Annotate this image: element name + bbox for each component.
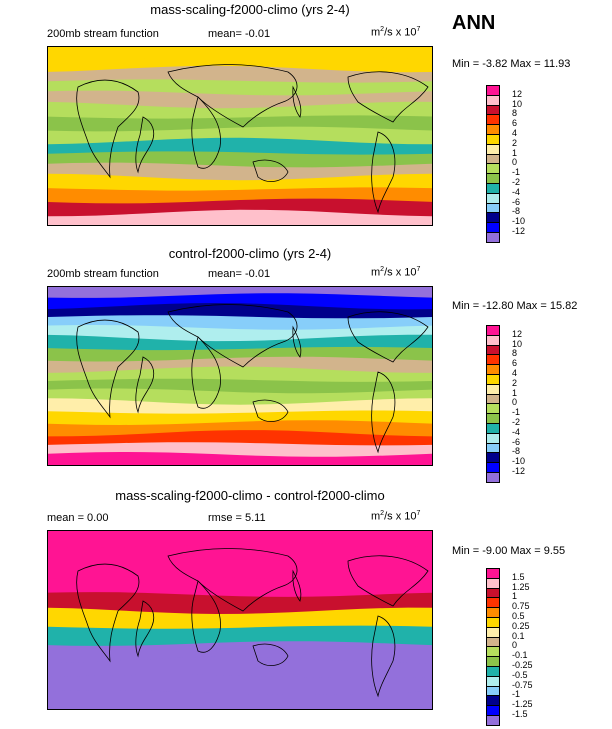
coastline [347,311,429,363]
panel-1-variable-label: 200mb stream function [47,28,159,40]
coastline [292,85,302,118]
season-label: ANN [452,12,496,34]
panel-2-field [48,287,432,465]
colorbar-label: -4 [512,186,521,197]
coastline [252,159,289,182]
colorbar-label: 10 [512,338,523,349]
panel-1-mean-label: mean= -0.01 [208,28,271,40]
colorbar-label: 6 [512,118,518,129]
coastline [371,615,396,698]
coastline [135,116,155,174]
colorbar-label: -2 [512,417,521,427]
colorbar-label: 6 [512,358,518,369]
panel-3-minmax: Min = -9.00 Max = 9.55 [452,545,566,557]
coastline [371,131,396,214]
coastline [191,580,221,653]
colorbar-label: 8 [512,108,518,119]
colorbar-label: 1 [512,591,518,602]
panel-1-units: m2/s x 107 [371,26,421,39]
coastline [76,319,140,419]
panel-1-minmax: Min = -3.82 Max = 11.93 [452,58,571,70]
panel-3-rmse-label: rmse = 5.11 [208,512,266,524]
colorbar-label: 0.75 [512,601,530,612]
colorbar-label: -0.5 [512,669,528,680]
colorbar-label: 4 [512,368,518,378]
colorbar-segment [486,232,500,243]
colorbar-label: -0.25 [512,660,533,670]
panel-2-contour-band [48,452,432,465]
colorbar-label: 1.25 [512,581,530,592]
colorbar-label: -0.75 [512,679,533,690]
colorbar-segment [486,472,500,483]
colorbar-label: -6 [512,436,521,447]
coastline [292,325,302,358]
colorbar-label: -8 [512,206,521,217]
colorbar-label: -1.5 [512,709,528,719]
colorbar-label: 1 [512,387,518,398]
panel-2-mean-label: mean= -0.01 [208,268,271,280]
colorbar-label: -0.1 [512,650,528,661]
colorbar-label: 2 [512,137,518,148]
panel-3-colorbar: 1.5 1.25 1 0.75 0.5 0.25 0.1 0 -0.1 -0.25 -0.5 -0.7… [486,568,533,726]
colorbar-label: 10 [512,98,523,109]
colorbar-label: 2 [512,377,518,388]
panel-3-map [47,530,433,710]
panel-1-map [47,46,433,226]
colorbar-label: -8 [512,446,521,457]
colorbar-label: 1 [512,147,518,158]
coastline [292,569,302,602]
colorbar-label: -12 [512,226,526,236]
panel-2-minmax: Min = -12.80 Max = 15.82 [452,300,578,312]
colorbar-label: -4 [512,426,521,437]
colorbar-label: -12 [512,466,526,476]
panel-2-title: control-f2000-climo (yrs 2-4) [168,246,332,261]
colorbar-label: -2 [512,177,521,187]
panel-1-colorbar: 12 10 8 6 4 2 1 0 -1 -2 -4 -6 -8 -10 -12 [486,85,525,243]
coastline [191,96,221,169]
coastline [371,371,396,454]
colorbar-label: 0.25 [512,620,530,631]
colorbar-label: -1 [512,689,521,700]
coastline [135,600,155,658]
colorbar-label: 1.5 [512,571,525,582]
panel-1-contour-band [48,209,432,225]
panel-3-title: mass-scaling-f2000-climo - control-f2000… [115,488,385,503]
coastline [76,79,140,179]
colorbar-label: 8 [512,348,518,359]
panel-2-map [47,286,433,466]
panel-3-contour-band [48,690,432,709]
colorbar-label: 0.1 [512,630,525,641]
coastline [191,336,221,409]
colorbar-label: -1.25 [512,699,533,710]
colorbar-label: 0 [512,157,518,168]
coastline [347,555,429,607]
colorbar-label: -6 [512,196,521,207]
colorbar-segment [486,715,500,726]
colorbar-label: -10 [512,456,526,467]
colorbar-label: 12 [512,328,523,339]
colorbar-label: 4 [512,128,518,138]
colorbar-label: 0 [512,640,518,651]
panel-2-variable-label: 200mb stream function [47,268,159,280]
panel-2-units: m2/s x 107 [371,266,421,279]
coastline [76,563,140,663]
coastline [347,71,429,123]
colorbar-label: 0.5 [512,611,525,621]
panel-1-field [48,47,432,225]
panel-3-field [48,531,432,709]
panel-3-mean-label: mean = 0.00 [47,512,109,524]
colorbar-label: -10 [512,216,526,227]
colorbar-label: -1 [512,167,521,178]
panel-2-colorbar: 12 10 8 6 4 2 1 0 -1 -2 -4 -6 -8 -10 -12 [486,325,525,483]
colorbar-label: -1 [512,407,521,418]
colorbar-label: 0 [512,397,518,408]
coastline [135,356,155,414]
colorbar-label: 12 [512,88,523,99]
panel-3-units: m2/s x 107 [371,510,421,523]
coastline [252,399,289,422]
panel-1-title: mass-scaling-f2000-climo (yrs 2-4) [150,2,350,17]
coastline [252,643,289,666]
